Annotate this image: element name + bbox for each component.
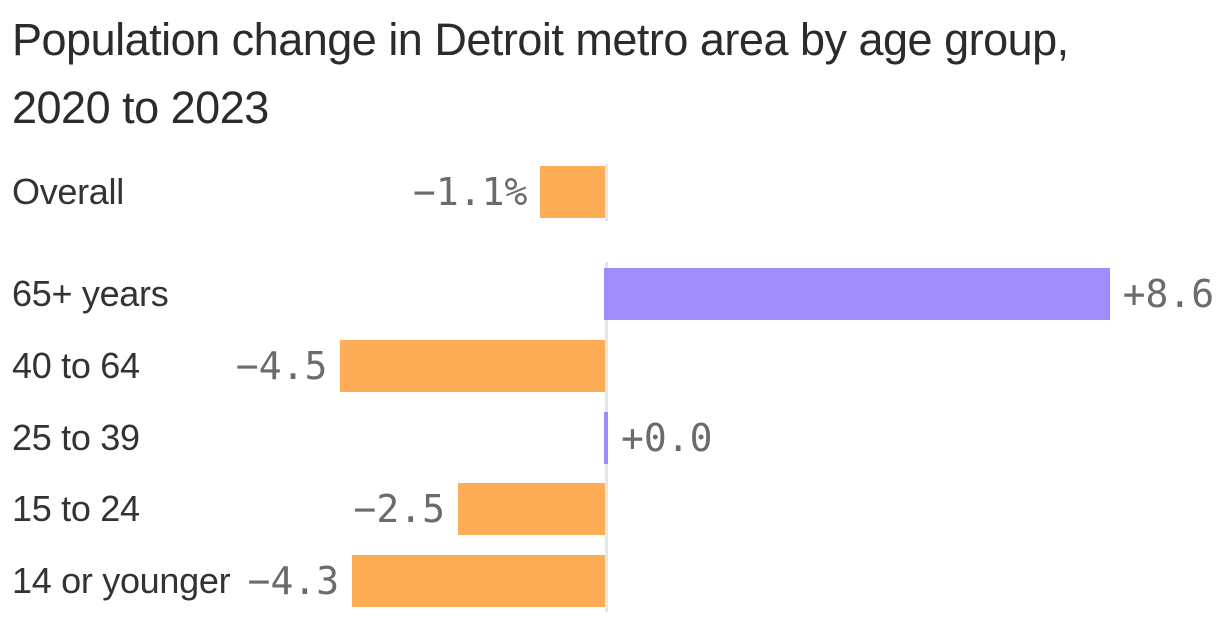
value-label: −4.3	[247, 559, 340, 603]
value-label: −1.1%	[412, 170, 528, 214]
value-label: +0.0	[621, 416, 713, 460]
category-label: 25 to 39	[12, 417, 140, 458]
chart-title: Population change in Detroit metro area …	[12, 14, 1069, 133]
bar	[340, 340, 605, 392]
category-label: 65+ years	[12, 273, 169, 314]
bar	[352, 555, 605, 607]
value-label: −4.5	[235, 344, 328, 388]
bar	[604, 268, 1110, 320]
bar	[540, 166, 605, 218]
zero-baseline	[605, 164, 608, 221]
bar	[604, 412, 608, 464]
bar	[458, 483, 605, 535]
value-label: +8.6	[1122, 272, 1215, 316]
category-label: 40 to 64	[12, 345, 140, 386]
category-label: 14 or younger	[12, 560, 231, 601]
category-label: Overall	[12, 171, 124, 212]
category-label: 15 to 24	[12, 488, 140, 529]
value-label: −2.5	[353, 487, 445, 531]
